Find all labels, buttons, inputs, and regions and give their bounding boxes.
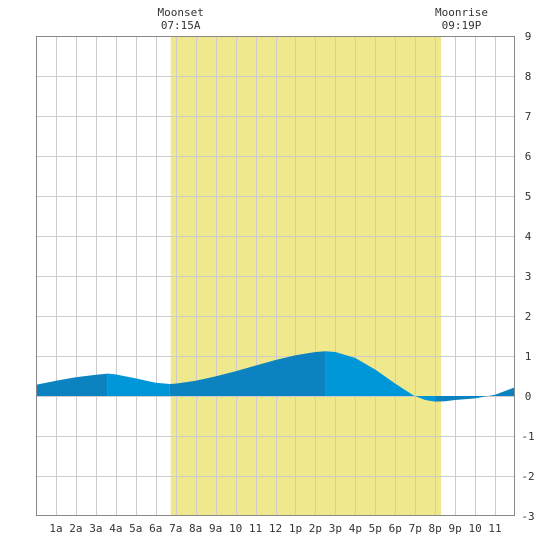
x-tick-label: 8a — [189, 522, 202, 535]
y-tick-label: 8 — [525, 70, 532, 83]
x-tick-label: 6p — [389, 522, 402, 535]
x-tick-label: 7p — [409, 522, 422, 535]
x-tick-label: 8p — [429, 522, 442, 535]
x-tick-label: 12 — [269, 522, 282, 535]
x-tick-label: 3p — [329, 522, 342, 535]
y-tick-label: 2 — [525, 310, 532, 323]
x-tick-label: 3a — [89, 522, 102, 535]
y-tick-label: 1 — [525, 350, 532, 363]
y-tick-label: -1 — [521, 430, 534, 443]
x-tick-label: 1a — [49, 522, 62, 535]
plot-frame — [36, 36, 515, 516]
y-tick-label: 4 — [525, 230, 532, 243]
y-tick-label: 0 — [525, 390, 532, 403]
y-tick-label: 3 — [525, 270, 532, 283]
moon-event-name: Moonrise — [435, 6, 488, 19]
x-tick-label: 11 — [488, 522, 501, 535]
x-tick-label: 9a — [209, 522, 222, 535]
x-tick-label: 2a — [69, 522, 82, 535]
x-tick-label: 6a — [149, 522, 162, 535]
tide-area-falling — [325, 351, 436, 402]
y-tick-label: -2 — [521, 470, 534, 483]
x-tick-label: 4p — [349, 522, 362, 535]
y-tick-label: -3 — [521, 510, 534, 523]
tide-area-rising — [36, 373, 108, 396]
x-tick-label: 4a — [109, 522, 122, 535]
y-tick-label: 5 — [525, 190, 532, 203]
x-tick-label: 10 — [468, 522, 481, 535]
tide-area-rising — [435, 387, 515, 402]
y-tick-label: 6 — [525, 150, 532, 163]
tide-area-falling — [107, 373, 170, 396]
moon-event-name: Moonset — [158, 6, 204, 19]
x-tick-label: 5a — [129, 522, 142, 535]
moon-event-time: 09:19P — [442, 19, 482, 32]
x-tick-label: 2p — [309, 522, 322, 535]
x-tick-label: 7a — [169, 522, 182, 535]
x-tick-label: 9p — [449, 522, 462, 535]
x-tick-label: 5p — [369, 522, 382, 535]
moon-event-time: 07:15A — [161, 19, 201, 32]
x-tick-label: 10 — [229, 522, 242, 535]
tide-area-rising — [169, 351, 326, 396]
x-tick-label: 1p — [289, 522, 302, 535]
x-tick-label: 11 — [249, 522, 262, 535]
y-tick-label: 9 — [525, 30, 532, 43]
y-tick-label: 7 — [525, 110, 532, 123]
